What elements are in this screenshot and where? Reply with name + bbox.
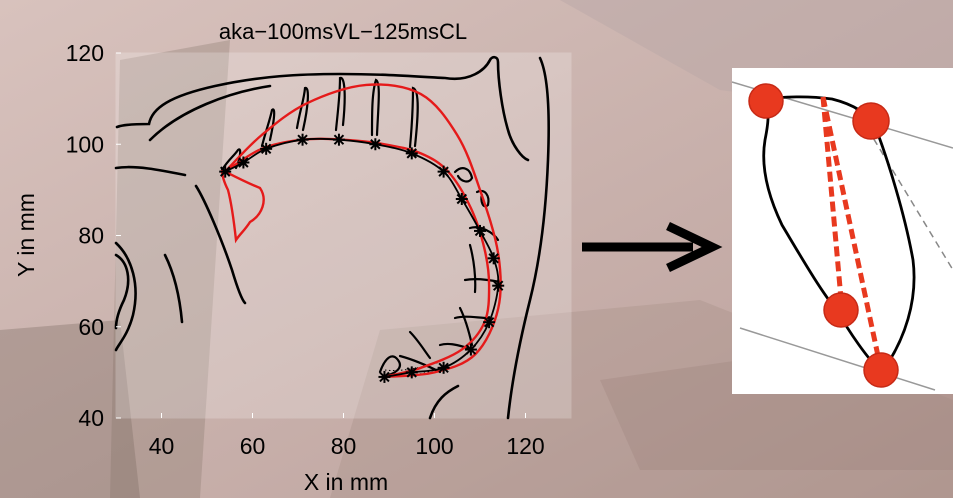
data-point-marker: [405, 366, 418, 379]
y-tick-label: 80: [78, 223, 104, 249]
data-point-marker: [487, 252, 500, 265]
data-point-marker: [474, 224, 486, 237]
data-point-marker: [296, 133, 309, 146]
series-line-outer-contour: [224, 83, 502, 379]
data-point-marker: [405, 147, 418, 160]
sensor-dot: [863, 352, 899, 388]
data-point-marker: [260, 142, 273, 155]
x-tick-layer: 40 60 80 100 120: [149, 413, 545, 459]
y-tick-label: 60: [78, 314, 104, 340]
data-point-marker: [369, 138, 382, 151]
data-point-marker: [378, 370, 391, 383]
x-tick-label: 40: [149, 433, 175, 459]
chart-title: aka−100msVL−125msCL: [219, 19, 467, 44]
data-point-marker: [483, 316, 496, 329]
sensor-dot: [748, 83, 784, 119]
data-point-marker: [332, 133, 345, 146]
x-axis-label: X in mm: [304, 469, 388, 495]
x-tick-label: 80: [331, 433, 357, 459]
y-axis-label: Y in mm: [13, 193, 39, 277]
y-tick-label: 100: [66, 131, 104, 157]
data-point-marker: [237, 156, 250, 169]
right-arrow-icon: [582, 221, 723, 273]
marker-layer: [219, 133, 505, 383]
y-tick-label: 40: [78, 405, 104, 431]
x-tick-label: 120: [506, 433, 544, 459]
sensor-inset-diagram: [731, 68, 953, 394]
data-point-marker: [219, 165, 232, 178]
sensor-dot: [823, 292, 859, 328]
y-tick-layer: 40 60 80 100 120: [66, 40, 121, 431]
data-point-marker: [464, 343, 477, 356]
data-point-marker: [492, 279, 505, 292]
tongue-sensor-diagram-icon: [731, 81, 953, 391]
y-tick-label: 120: [66, 40, 104, 66]
dashed-sensor-line: [820, 96, 884, 371]
data-point-marker: [437, 165, 450, 178]
dashed-sensor-line: [820, 96, 845, 311]
anatomy-traces: [114, 55, 551, 420]
sensor-dot: [852, 102, 890, 140]
x-tick-label: 60: [240, 433, 266, 459]
red-tip-loop: [220, 168, 265, 244]
data-point-marker: [437, 361, 450, 374]
data-point-marker: [455, 193, 468, 205]
x-tick-label: 100: [415, 433, 453, 459]
